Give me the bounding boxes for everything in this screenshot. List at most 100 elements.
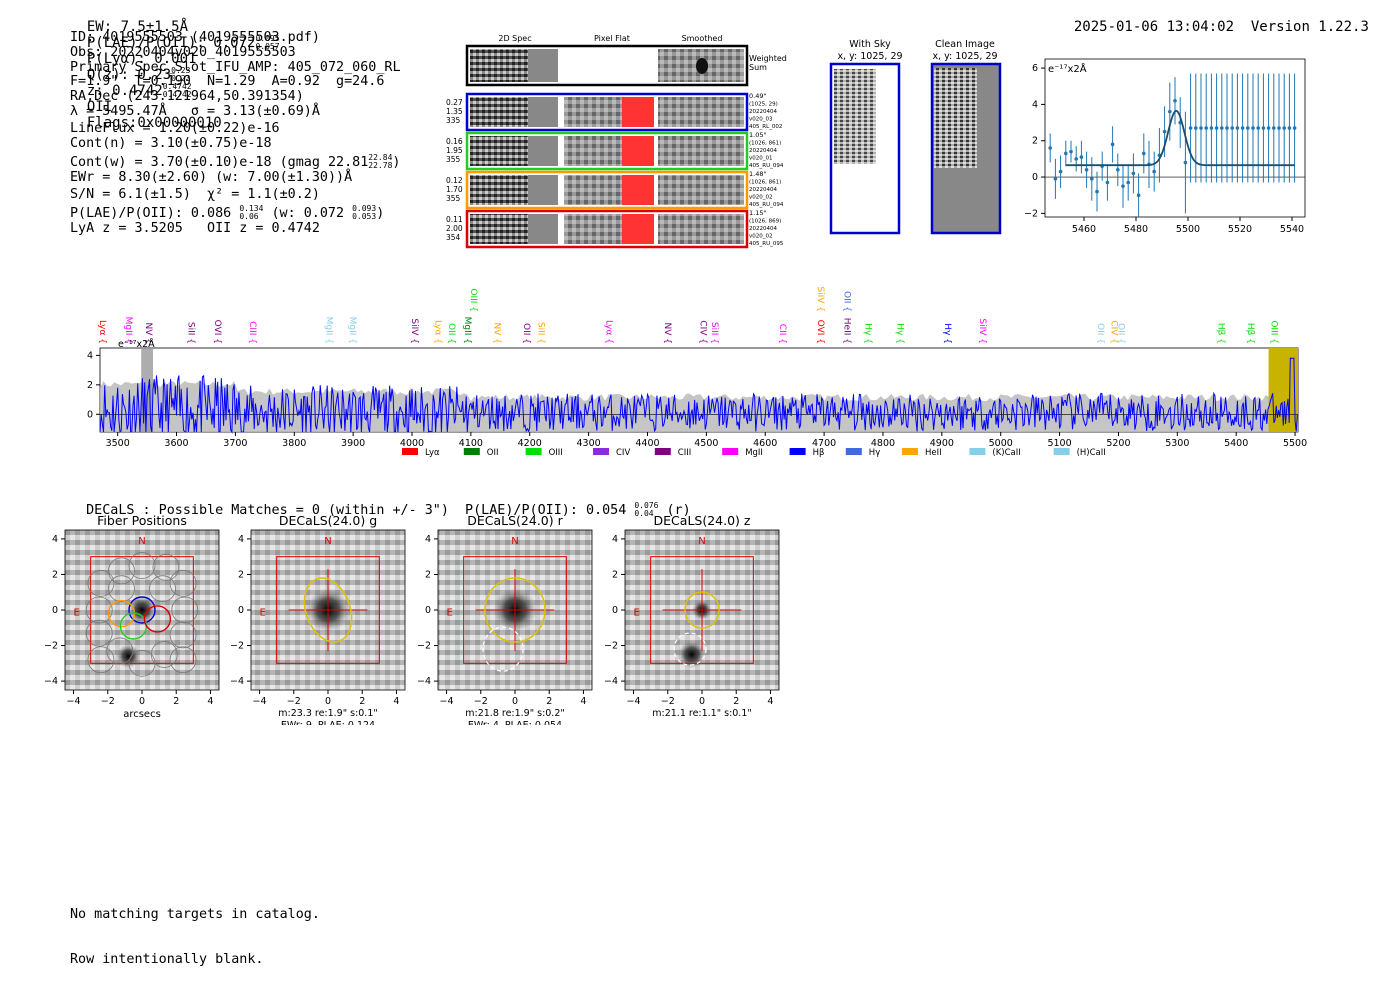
img-ytick-label: −4 xyxy=(417,676,431,687)
spec-line-marker: Lyα { xyxy=(433,320,443,344)
fit-xtick-label: 5460 xyxy=(1072,224,1096,235)
cutout-flat-mask xyxy=(622,214,654,244)
img-xtick-label: 2 xyxy=(173,696,179,707)
img-xtick-label: −4 xyxy=(627,696,641,707)
cutout-gray xyxy=(528,136,558,166)
img-ytick-label: 2 xyxy=(425,569,431,580)
fit-xtick-label: 5480 xyxy=(1124,224,1148,235)
cutout-val-b: 355 xyxy=(446,194,461,203)
spec-line-marker: Hγ { xyxy=(895,323,905,344)
fit-ytick-label: 4 xyxy=(1032,99,1038,110)
cutout-flat-mask xyxy=(622,97,654,127)
qz-value: Q(z): 0.23 xyxy=(86,67,172,83)
decals-lo: 0.04 xyxy=(634,509,654,518)
header-right: 2025-01-06 13:04:02 Version 1.22.3 xyxy=(1057,3,1369,35)
img-xtick-label: 4 xyxy=(767,696,773,707)
info-plae-lo: 0.06 xyxy=(239,211,259,221)
info-fwhm: F=1.9" T=0.190 N=1.29 A=0.92 g=24.6 xyxy=(70,74,385,90)
legend-swatch xyxy=(722,448,739,455)
cutout-info: 20220404 xyxy=(749,226,777,232)
info-plae-w: (w: 0.072 xyxy=(271,205,345,221)
fit-point xyxy=(1220,126,1224,130)
img-xtick-label: −2 xyxy=(474,696,488,707)
img-search-box xyxy=(650,556,754,664)
spec-line-marker: MgII { xyxy=(324,317,334,344)
img-search-box xyxy=(276,556,380,664)
img-xlabel: arcsecs xyxy=(123,709,161,720)
spec-line-marker: NV { xyxy=(662,323,672,344)
cutout-info: (1026, 861) xyxy=(749,141,781,147)
plae-value: P(LAE)/P(OII): 0.072 xyxy=(86,35,256,51)
contw-lo: 22.78 xyxy=(368,160,393,170)
legend-label: Lyα xyxy=(425,448,440,458)
cutout-weight: 0.16 xyxy=(446,137,463,146)
legend-label: Hγ xyxy=(869,448,880,458)
cutout-flat xyxy=(564,175,622,205)
footer-line1: No matching targets in catalog. xyxy=(70,907,320,922)
spec-line-marker: SiII { xyxy=(185,322,195,344)
legend-swatch xyxy=(845,448,862,455)
spec-xtick-label: 4000 xyxy=(400,438,424,449)
info-id: ID: 4019555503 (4019555503.pdf) xyxy=(70,30,320,45)
spec-line-marker: Hβ { xyxy=(1216,323,1226,344)
cutout-val-b: 355 xyxy=(446,155,461,164)
cutout-2d xyxy=(470,214,528,244)
img-xtick-label: 4 xyxy=(393,696,399,707)
fit-point xyxy=(1152,169,1156,174)
compass-east: E xyxy=(74,607,80,618)
cutout-panel: 2D Spec Pixel Flat Smoothed Weighted Sum… xyxy=(446,34,787,249)
info-ewr: EWr = 8.30(±2.60) (w: 7.00(±1.30))Å xyxy=(70,169,353,185)
info-lyaz: LyA z = 3.5205 OII z = 0.4742 xyxy=(70,220,320,236)
fiber-outline xyxy=(87,646,115,674)
fit-point xyxy=(1126,180,1130,185)
spec-line-marker: SiIV { xyxy=(977,318,987,344)
compass-east: E xyxy=(447,607,453,618)
sum-label: Sum xyxy=(749,63,767,72)
z-lo: 0.4742 xyxy=(162,90,192,99)
cutout-info: 405_RU_094 xyxy=(749,202,784,208)
legend-label: HeII xyxy=(925,448,942,458)
cutout-info: 1.48" xyxy=(749,170,766,178)
cutout-info: 0.49" xyxy=(749,92,766,100)
spec-line-marker: CIII { xyxy=(247,321,257,344)
info-radec: RA,Dec (243.121964,50.391354) xyxy=(70,89,304,105)
spec-line-marker: MgII { xyxy=(347,317,357,344)
legend-label: (H)CaII xyxy=(1077,448,1106,458)
img-source xyxy=(128,596,156,624)
fit-point xyxy=(1235,126,1240,130)
fiber-outline xyxy=(169,569,197,597)
cutout-info: 20220404 xyxy=(749,148,777,154)
fit-xtick-label: 5500 xyxy=(1176,224,1200,235)
spec-line-marker: Hβ { xyxy=(1245,323,1255,344)
legend-label: CIV xyxy=(616,448,630,458)
spec-ytick-label: 4 xyxy=(87,350,93,361)
cutout-gray xyxy=(528,97,558,127)
qz-hi: 0.23 xyxy=(171,66,191,75)
legend-swatch xyxy=(902,448,918,455)
fit-point xyxy=(1251,126,1255,130)
spec-line-marker: SiIV { xyxy=(409,318,419,344)
fit-point xyxy=(1090,177,1094,181)
fiber-outline xyxy=(169,646,197,674)
spec-line-marker: OII { xyxy=(446,323,456,344)
spec-line-marker: HeII { xyxy=(842,318,852,344)
plae-hi: 0.095 xyxy=(255,34,280,43)
fit-point xyxy=(1121,184,1125,188)
img-xtick-label: −4 xyxy=(67,696,81,707)
spec-line-marker: OIII { xyxy=(1269,320,1279,344)
spec-ylabel: e⁻¹⁷x2Å xyxy=(118,338,155,350)
img-xtick-label: −2 xyxy=(661,696,675,707)
spectrum-chart: Lyα {MgII {NV {SiII {OVI {CIII {MgII {Mg… xyxy=(87,286,1307,458)
with-sky-title: With Sky xyxy=(849,39,891,50)
spec-ytick-label: 0 xyxy=(87,409,93,420)
fit-point xyxy=(1194,126,1198,130)
img-panel-group: Fiber Positions N E −4 −2 0 2 4 4 2 0 −2 −4 arcsecs DE… xyxy=(45,513,780,725)
fit-point xyxy=(1131,171,1136,176)
spec-line-marker: OIII { xyxy=(468,288,478,312)
fit-content: 5460 5480 5500 5520 5540 −2 0 2 4 6 xyxy=(1024,63,1305,235)
fit-point xyxy=(1162,129,1167,134)
info-obs: Obs: 20220404v020_4019555503 xyxy=(70,44,296,60)
compass-east: E xyxy=(260,607,266,618)
fiber-outline xyxy=(171,596,199,624)
cutout-info: 1.05" xyxy=(749,131,766,139)
